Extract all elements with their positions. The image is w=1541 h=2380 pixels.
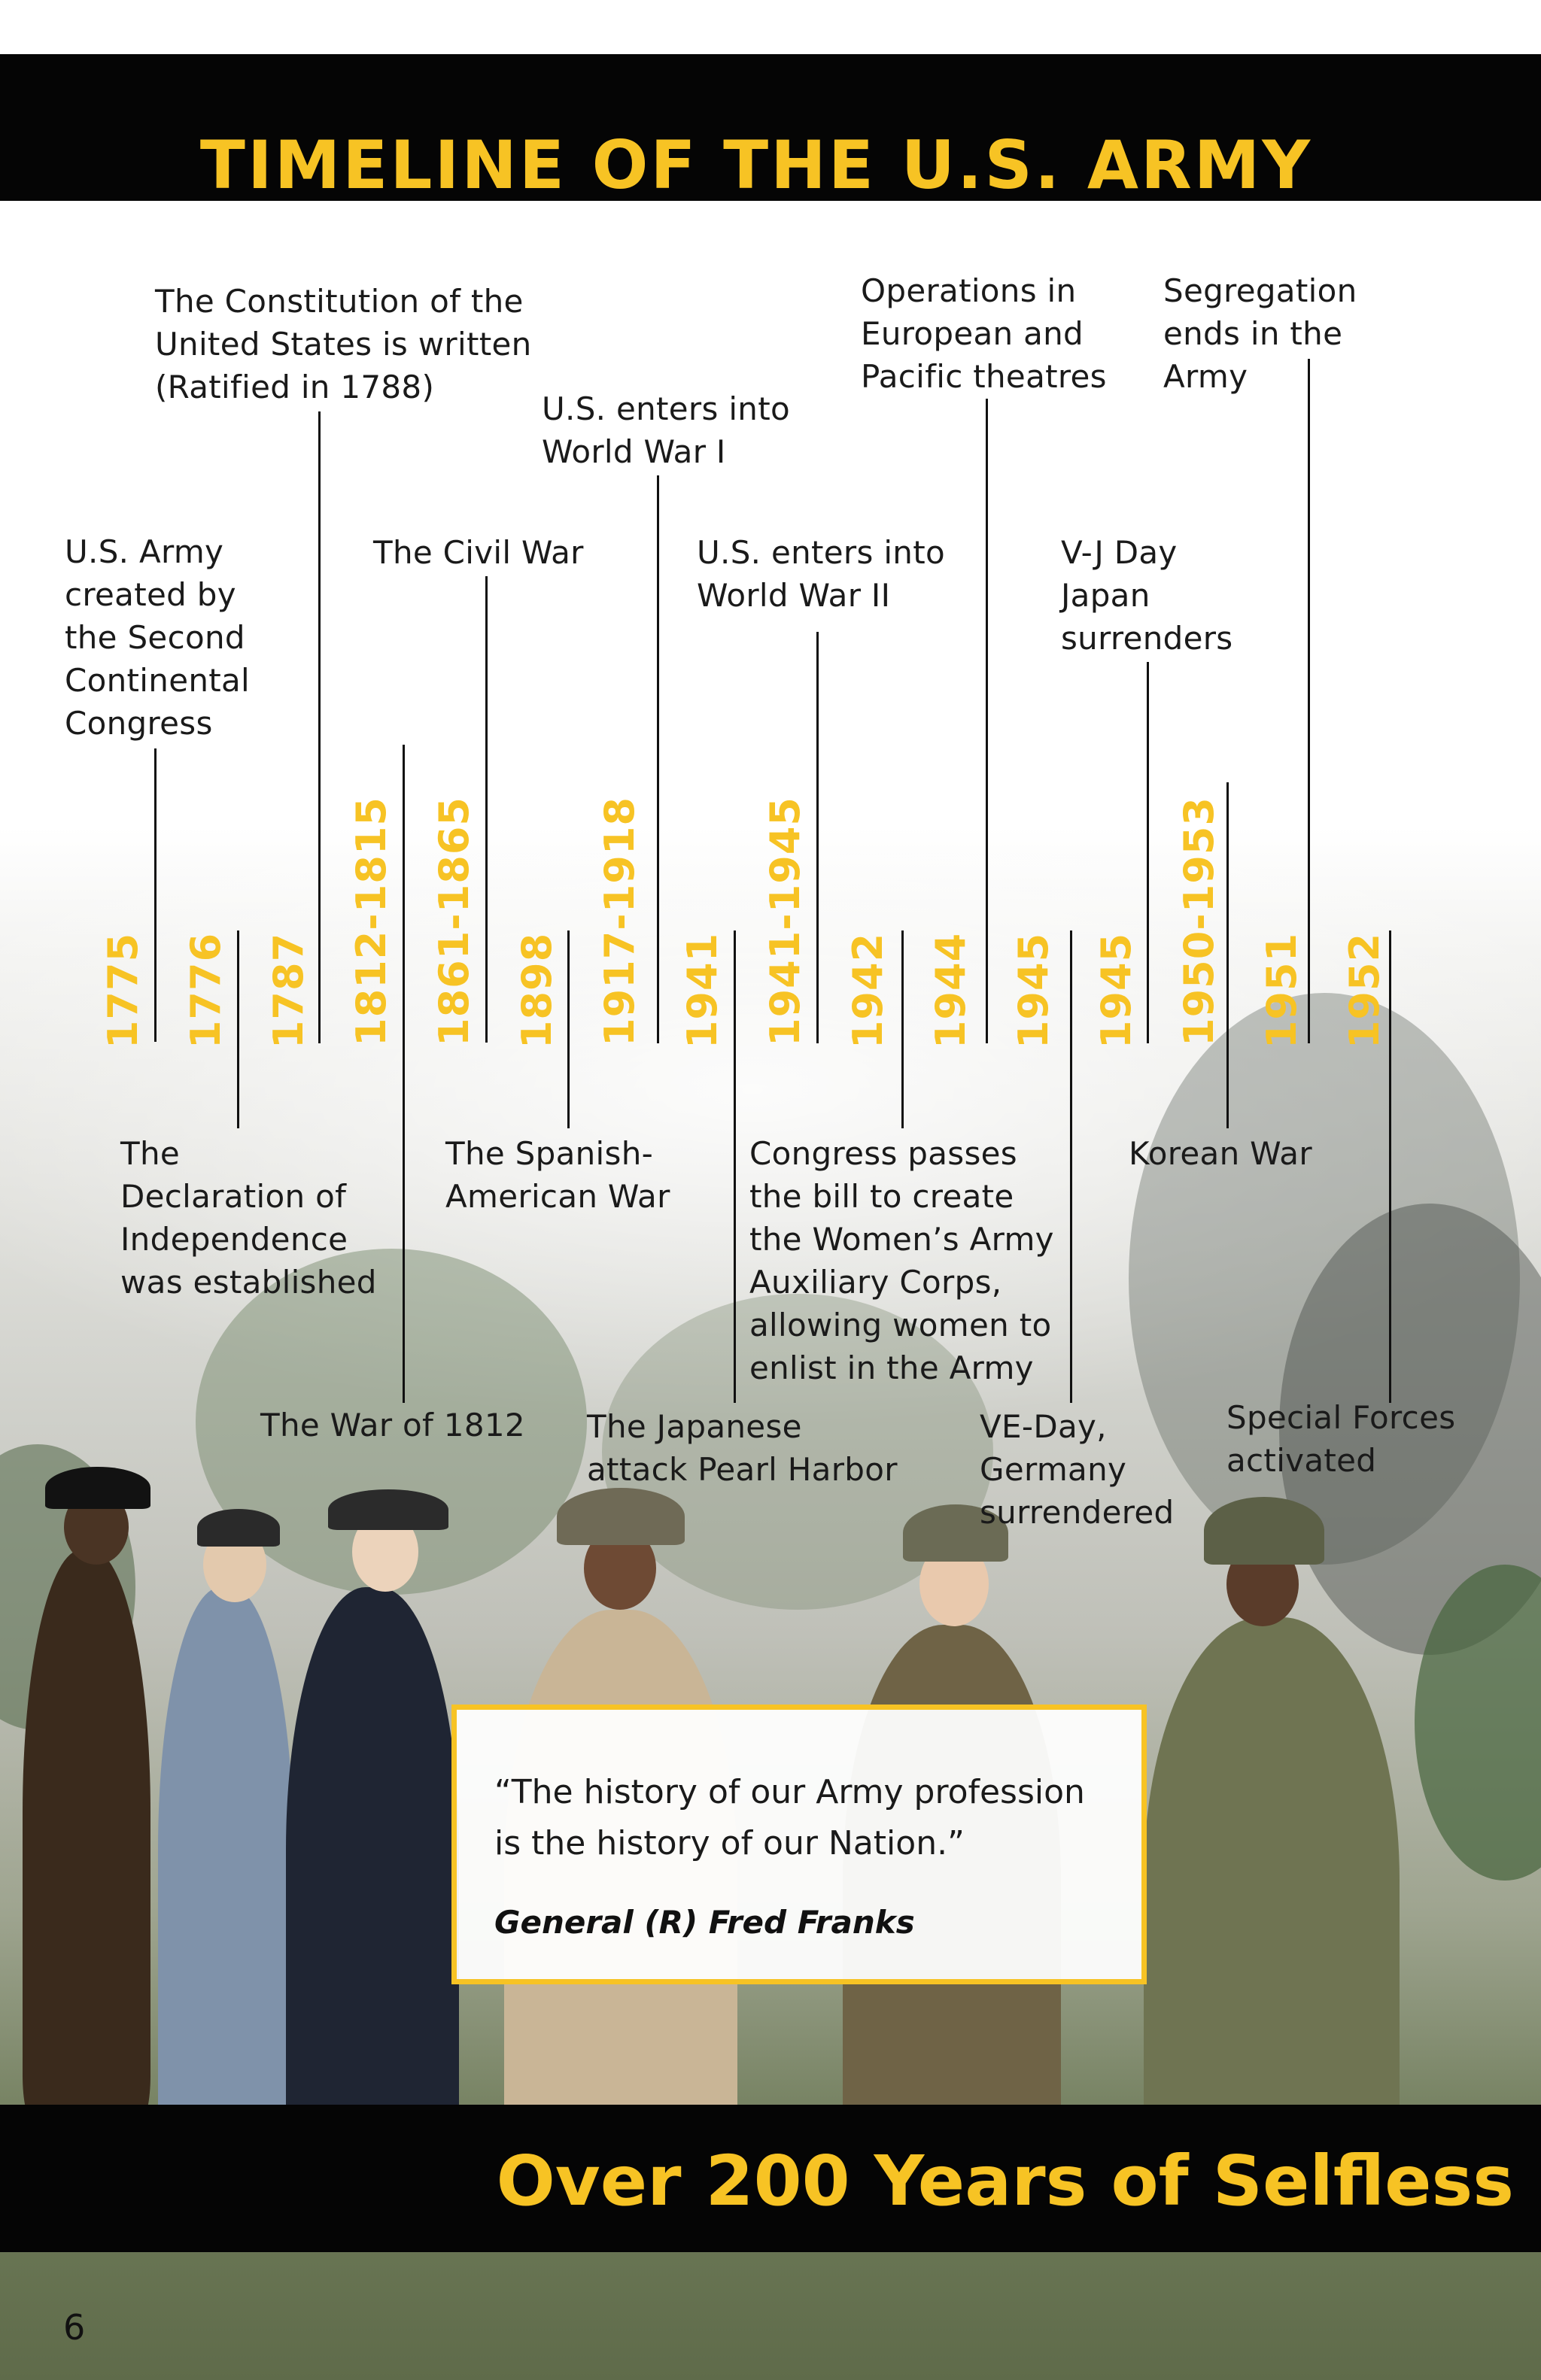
quote-text: “The history of our Army profession is t… [494, 1773, 1085, 1862]
connector-1950 [1226, 782, 1229, 1128]
connector-1941 [734, 930, 736, 1403]
connector-1951 [1308, 359, 1310, 1043]
event-label: Korean War [1129, 1135, 1312, 1172]
event-label: U.S. Army created by the Second Continen… [65, 533, 251, 742]
year-label: 1776 [182, 932, 229, 1049]
slogan-bar [0, 2105, 1541, 2252]
year-label: 1861-1865 [430, 797, 478, 1046]
connector-1787 [318, 411, 321, 1043]
connector-1775 [154, 748, 157, 1042]
connector-1941-1945 [816, 632, 819, 1043]
event-label: V-J Day Japan surrenders [1061, 534, 1233, 657]
page-title: TIMELINE OF THE U.S. ARMY [199, 126, 1313, 204]
event-label: The Japanese attack Pearl Harbor [587, 1408, 898, 1488]
connector-1944 [986, 399, 988, 1043]
year-label: 1775 [99, 932, 147, 1049]
page-number: 6 [63, 2307, 86, 2348]
year-label: 1945 [1093, 932, 1140, 1049]
event-label: U.S. enters into World War II [697, 534, 945, 614]
year-label: 1917-1918 [596, 797, 643, 1046]
connector-1898 [567, 930, 570, 1128]
year-label: 1787 [265, 932, 312, 1049]
connector-1776 [237, 930, 239, 1128]
event-label: The Constitution of the United States is… [155, 283, 532, 405]
event-label: Congress passes the bill to create the W… [749, 1135, 1054, 1386]
event-label: Segregation ends in the Army [1163, 272, 1357, 395]
connector-1945b [1147, 662, 1149, 1043]
slogan-text: Over 200 Years of Selfless [496, 2141, 1514, 2221]
connector-1861 [485, 576, 488, 1043]
event-label: The War of 1812 [260, 1407, 525, 1443]
title-bar [0, 54, 1541, 201]
year-label: 1898 [513, 932, 561, 1049]
year-label: 1941 [679, 932, 726, 1049]
quote-author: General (R) Fred Franks [494, 1904, 915, 1941]
year-label: 1945 [1010, 932, 1057, 1049]
connector-1952 [1389, 930, 1391, 1403]
background-photo [0, 752, 1541, 2380]
year-label: 1941-1945 [761, 797, 809, 1046]
event-label: U.S. enters into World War I [542, 390, 790, 470]
connector-1812 [403, 745, 405, 1403]
year-label: 1952 [1341, 932, 1388, 1049]
year-label: 1812-1815 [348, 797, 395, 1046]
year-label: 1950-1953 [1175, 797, 1223, 1046]
event-label: VE-Day, Germany surrendered [980, 1408, 1175, 1531]
year-label: 1951 [1258, 932, 1305, 1049]
event-label: The Declaration of Independence was esta… [120, 1135, 377, 1301]
year-label: 1942 [844, 932, 892, 1049]
event-label: Special Forces activated [1226, 1399, 1456, 1479]
event-label: Operations in European and Pacific theat… [861, 272, 1107, 395]
quote-box: “The history of our Army profession is t… [451, 1705, 1147, 1984]
event-label: The Civil War [373, 534, 584, 571]
year-label: 1944 [927, 932, 974, 1049]
connector-1945a [1070, 930, 1072, 1403]
event-label: The Spanish- American War [445, 1135, 670, 1215]
connector-1942 [901, 930, 904, 1128]
connector-1917 [657, 475, 659, 1043]
